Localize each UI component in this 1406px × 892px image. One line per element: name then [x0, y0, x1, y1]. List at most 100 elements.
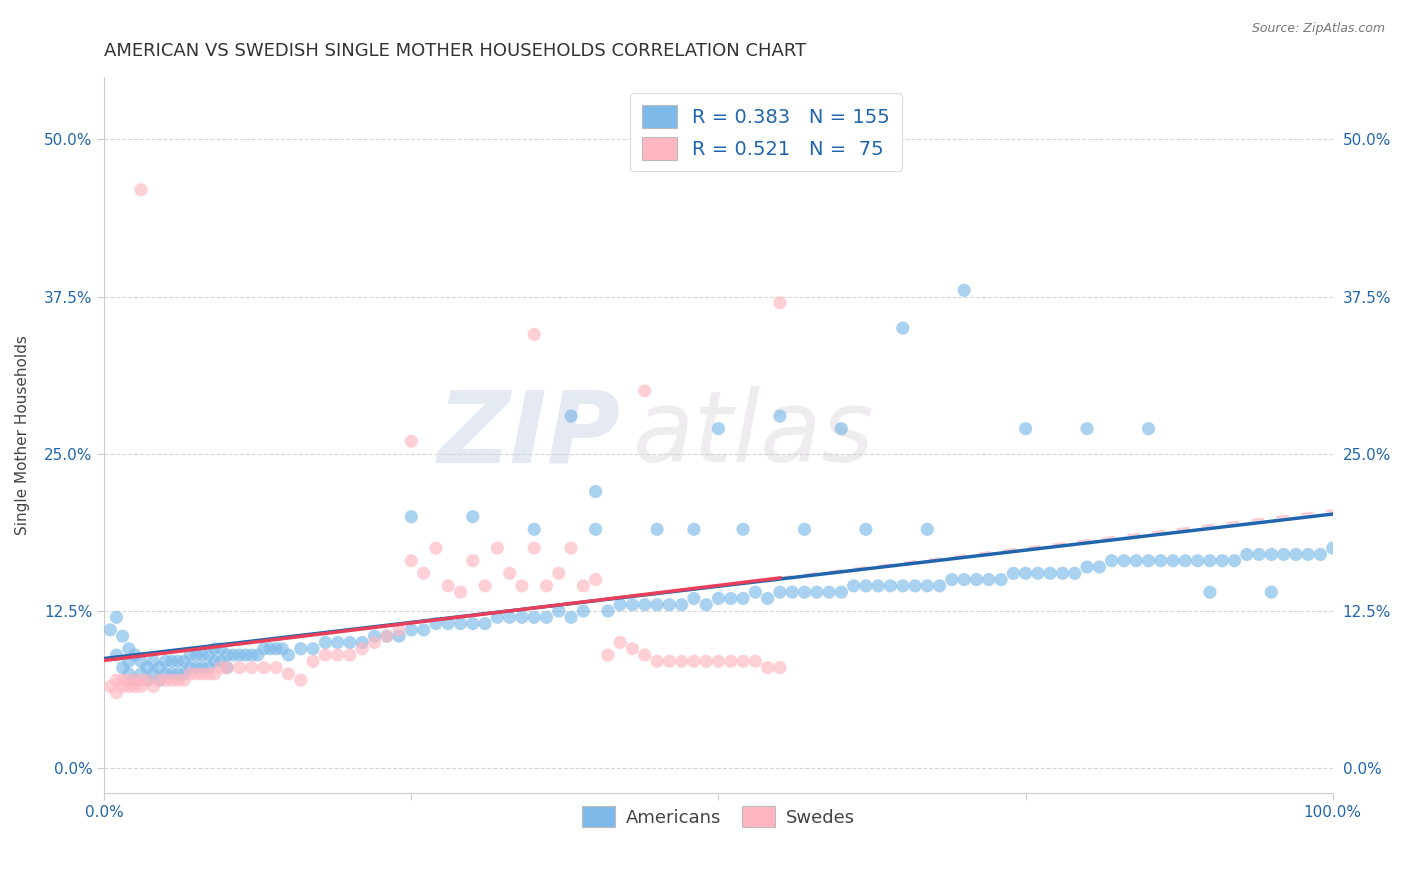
Point: [155, 666, 177, 681]
Point: [891, 321, 914, 335]
Point: [401, 554, 423, 568]
Point: [142, 654, 165, 668]
Point: [167, 673, 190, 688]
Point: [352, 641, 374, 656]
Point: [780, 585, 803, 599]
Point: [621, 598, 644, 612]
Point: [148, 673, 170, 688]
Point: [645, 598, 668, 612]
Point: [523, 610, 546, 624]
Point: [186, 648, 208, 662]
Point: [209, 641, 232, 656]
Point: [118, 680, 141, 694]
Point: [302, 654, 325, 668]
Point: [204, 641, 226, 656]
Point: [401, 434, 423, 449]
Point: [1063, 566, 1085, 581]
Point: [197, 666, 219, 681]
Point: [1187, 554, 1209, 568]
Text: Source: ZipAtlas.com: Source: ZipAtlas.com: [1251, 22, 1385, 36]
Point: [793, 522, 815, 536]
Point: [339, 648, 361, 662]
Point: [461, 554, 484, 568]
Point: [253, 660, 276, 674]
Point: [1296, 548, 1319, 562]
Point: [388, 623, 411, 637]
Point: [186, 660, 208, 674]
Point: [240, 660, 263, 674]
Point: [1260, 585, 1282, 599]
Point: [1236, 548, 1258, 562]
Point: [111, 673, 134, 688]
Point: [917, 522, 939, 536]
Point: [277, 648, 299, 662]
Point: [412, 566, 434, 581]
Point: [401, 623, 423, 637]
Point: [830, 422, 852, 436]
Point: [105, 648, 128, 662]
Point: [634, 648, 657, 662]
Point: [891, 579, 914, 593]
Point: [401, 509, 423, 524]
Point: [388, 629, 411, 643]
Text: ZIP: ZIP: [437, 386, 620, 483]
Point: [124, 673, 146, 688]
Point: [1076, 560, 1098, 574]
Point: [868, 579, 890, 593]
Point: [290, 641, 312, 656]
Point: [118, 666, 141, 681]
Point: [917, 579, 939, 593]
Point: [124, 680, 146, 694]
Point: [707, 654, 730, 668]
Point: [124, 673, 146, 688]
Point: [645, 522, 668, 536]
Point: [621, 641, 644, 656]
Point: [671, 654, 693, 668]
Point: [695, 654, 717, 668]
Point: [167, 666, 190, 681]
Point: [474, 616, 496, 631]
Point: [609, 598, 631, 612]
Point: [129, 673, 152, 688]
Point: [105, 673, 128, 688]
Point: [1101, 554, 1123, 568]
Point: [197, 660, 219, 674]
Point: [1285, 548, 1308, 562]
Point: [235, 648, 257, 662]
Point: [720, 591, 742, 606]
Point: [461, 509, 484, 524]
Point: [326, 635, 349, 649]
Point: [1112, 554, 1135, 568]
Point: [486, 541, 509, 556]
Point: [461, 616, 484, 631]
Point: [1223, 554, 1246, 568]
Point: [450, 616, 472, 631]
Point: [277, 666, 299, 681]
Point: [191, 660, 214, 674]
Point: [148, 660, 170, 674]
Point: [375, 629, 398, 643]
Point: [658, 598, 681, 612]
Point: [645, 654, 668, 668]
Point: [111, 629, 134, 643]
Point: [990, 573, 1012, 587]
Point: [1014, 566, 1036, 581]
Point: [129, 183, 152, 197]
Point: [129, 666, 152, 681]
Point: [264, 641, 287, 656]
Point: [290, 673, 312, 688]
Point: [1161, 554, 1184, 568]
Point: [536, 610, 558, 624]
Point: [179, 666, 201, 681]
Point: [498, 610, 520, 624]
Point: [326, 648, 349, 662]
Point: [596, 604, 619, 618]
Point: [204, 654, 226, 668]
Text: AMERICAN VS SWEDISH SINGLE MOTHER HOUSEHOLDS CORRELATION CHART: AMERICAN VS SWEDISH SINGLE MOTHER HOUSEH…: [104, 42, 807, 60]
Point: [523, 327, 546, 342]
Point: [609, 635, 631, 649]
Point: [523, 541, 546, 556]
Point: [105, 686, 128, 700]
Point: [246, 648, 269, 662]
Point: [136, 673, 159, 688]
